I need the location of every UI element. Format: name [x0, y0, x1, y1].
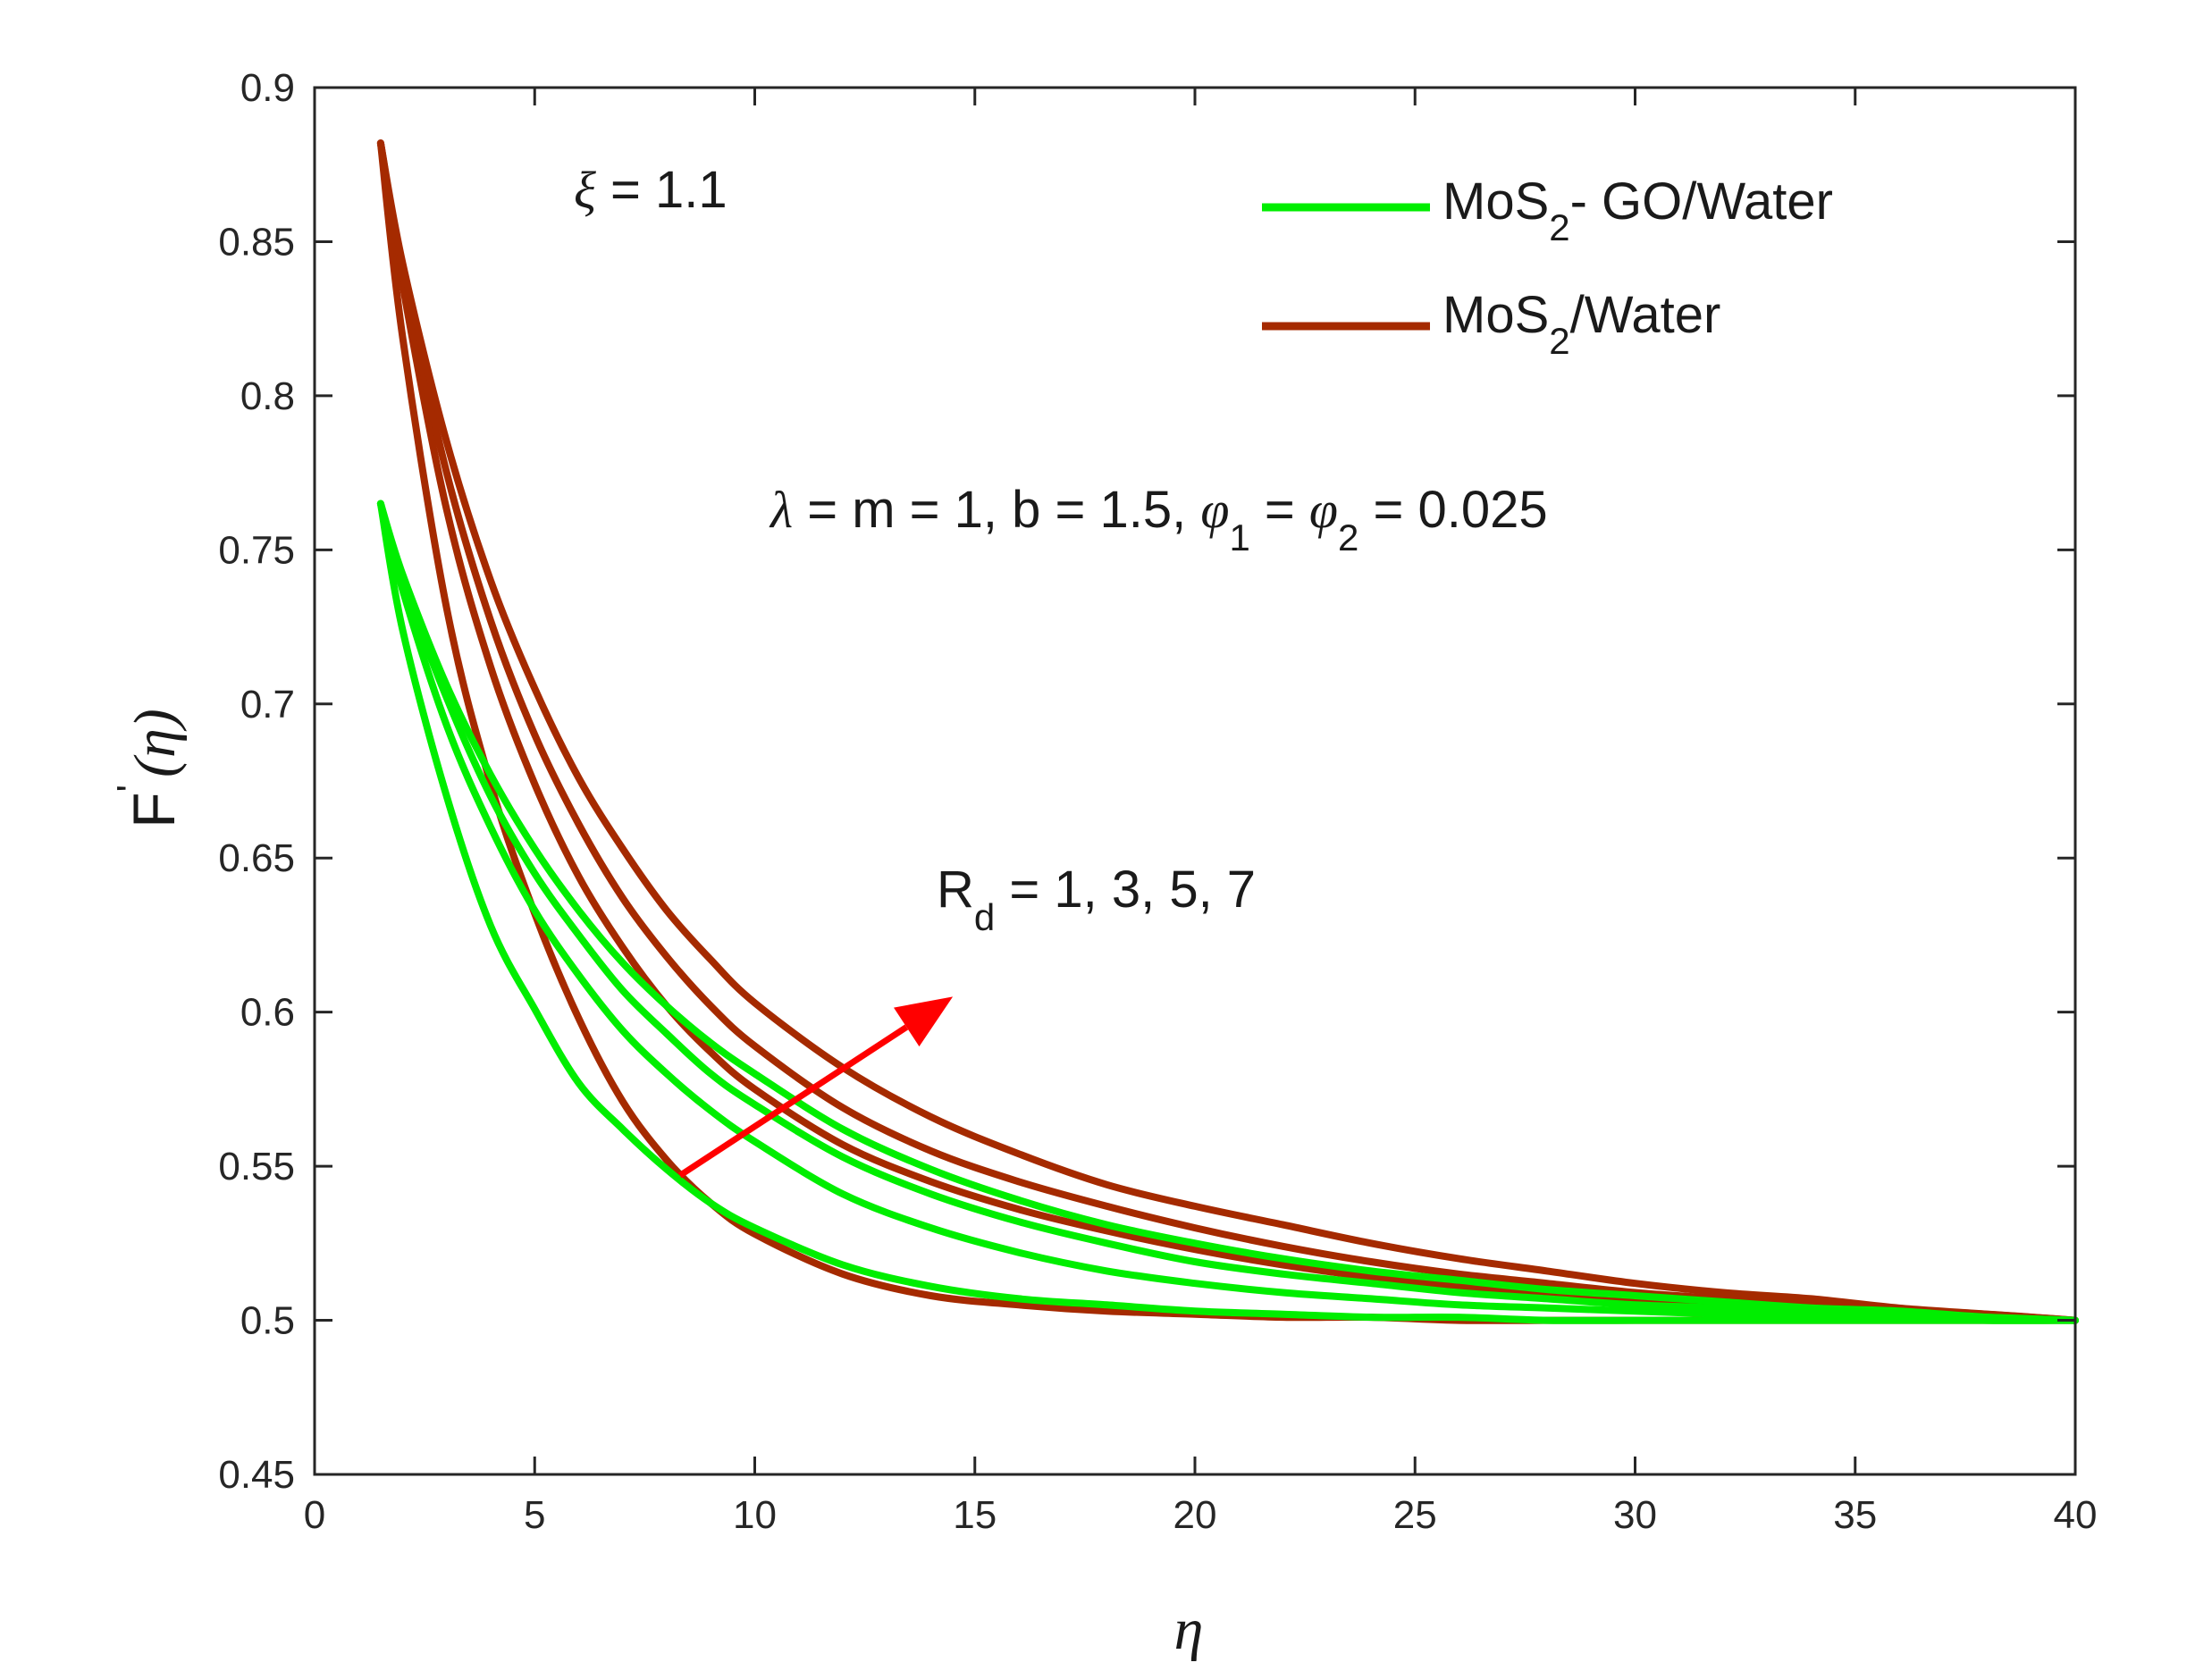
- phi1-subscript: 1: [1229, 516, 1249, 558]
- lambda-symbol: λ: [769, 481, 793, 539]
- y-axis-label-arg: (η): [122, 709, 188, 777]
- arrow-layer: [677, 996, 954, 1179]
- rd-symbol: R: [937, 861, 974, 919]
- x-tick-label: 0: [304, 1493, 325, 1537]
- legend-green-pre: MoS: [1442, 172, 1549, 231]
- legend-brown-sub: 2: [1549, 320, 1569, 362]
- annotation-xi: ξ = 1.1: [574, 161, 728, 219]
- y-tick-label: 0.65: [218, 836, 295, 880]
- y-tick-label: 0.75: [218, 528, 295, 572]
- labels-layer: 0 5 10 15 20 25 30 35 40 0.45 0.5 0.55 0.6 0.65 0.7 0.7…: [218, 66, 2097, 1537]
- x-tick-label: 15: [953, 1493, 997, 1537]
- y-tick-label: 0.5: [240, 1299, 295, 1343]
- x-axis-label: η: [1174, 1597, 1204, 1662]
- xi-value: = 1.1: [596, 161, 728, 219]
- legend-label-green: MoS2- GO/Water: [1442, 172, 1833, 248]
- xi-symbol: ξ: [574, 161, 596, 219]
- params-text-2: =: [1250, 481, 1309, 539]
- x-tick-label: 5: [524, 1493, 545, 1537]
- y-tick-label: 0.8: [240, 374, 295, 418]
- y-tick-label: 0.85: [218, 220, 295, 264]
- rd-arrow-shaft: [677, 1024, 909, 1179]
- series-line-green-rd-5: [376, 500, 2079, 1324]
- legend-green-post: - GO/Water: [1570, 172, 1833, 231]
- y-tick-label: 0.45: [218, 1453, 295, 1497]
- phi2-symbol: φ: [1309, 481, 1338, 539]
- series-layer: [376, 139, 2079, 1324]
- annotation-rd: Rd = 1, 3, 5, 7: [937, 861, 1256, 938]
- y-axis-label-base: F: [121, 792, 187, 827]
- y-axis-label-text: F' (η): [109, 709, 188, 827]
- legend-label-brown: MoS2/Water: [1442, 286, 1720, 362]
- legend-brown-post: /Water: [1570, 286, 1721, 344]
- rd-values: = 1, 3, 5, 7: [995, 861, 1256, 919]
- y-axis-label: F' (η): [109, 709, 188, 827]
- x-tick-label: 40: [2054, 1493, 2098, 1537]
- x-tick-label: 25: [1393, 1493, 1437, 1537]
- phi1-symbol: φ: [1200, 481, 1229, 539]
- rd-arrow-head: [894, 996, 954, 1047]
- series-line-green-rd-7: [376, 500, 2079, 1324]
- rd-subscript: d: [974, 896, 995, 938]
- y-tick-label: 0.9: [240, 66, 295, 110]
- series-line-green-rd-3: [376, 500, 2079, 1324]
- x-tick-label: 10: [733, 1493, 777, 1537]
- legend-green-sub: 2: [1549, 206, 1569, 248]
- series-line-brown-rd-7: [376, 139, 2079, 1324]
- x-tick-label: 30: [1613, 1493, 1657, 1537]
- y-tick-label: 0.6: [240, 991, 295, 1035]
- legend: MoS2- GO/Water MoS2/Water: [1262, 172, 1833, 362]
- series-line-green-rd-1: [376, 500, 2079, 1324]
- annotation-parameters: λ = m = 1, b = 1.5, φ1 = φ2 = 0.025: [769, 481, 1548, 558]
- x-tick-label: 35: [1833, 1493, 1877, 1537]
- ticks-layer: [313, 86, 2077, 1476]
- params-text-3: = 0.025: [1358, 481, 1547, 539]
- y-tick-label: 0.55: [218, 1145, 295, 1188]
- x-tick-label: 20: [1173, 1493, 1217, 1537]
- legend-brown-pre: MoS: [1442, 286, 1549, 344]
- y-tick-label: 0.7: [240, 683, 295, 726]
- params-text-1: = m = 1, b = 1.5,: [793, 481, 1200, 539]
- phi2-subscript: 2: [1338, 516, 1358, 558]
- y-axis-label-prime: ': [109, 785, 153, 792]
